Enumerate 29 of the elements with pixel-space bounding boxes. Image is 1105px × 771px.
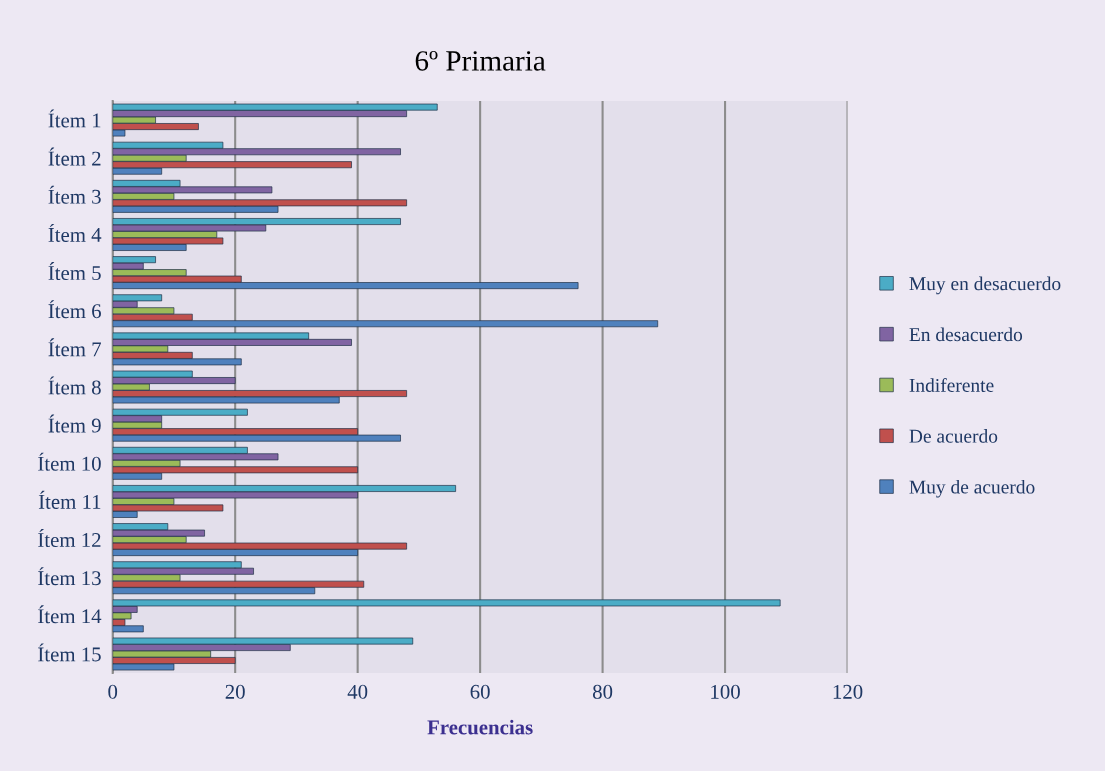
- x-tick-label: 40: [347, 684, 368, 699]
- x-tick-label: 20: [225, 684, 245, 699]
- y-tick-label: Ítem 15: [38, 643, 101, 662]
- chart-title: 6º Primaria: [415, 51, 546, 71]
- y-tick-label: Ítem 6: [48, 300, 101, 319]
- legend-label: De acuerdo: [909, 429, 998, 443]
- y-tick-label: Ítem 5: [48, 262, 101, 281]
- y-tick-label: Ítem 12: [38, 529, 101, 548]
- x-tick-label: 120: [833, 684, 863, 699]
- x-tick-label: 0: [108, 684, 118, 699]
- y-tick-label: Ítem 1: [48, 109, 101, 128]
- y-tick-label: Ítem 2: [48, 147, 101, 166]
- y-tick-label: Ítem 3: [48, 185, 101, 204]
- x-tick-label: 60: [470, 684, 490, 699]
- legend-label: En desacuerdo: [909, 327, 1023, 342]
- y-tick-label: Ítem 8: [48, 376, 101, 395]
- y-tick-label: Ítem 13: [38, 567, 101, 586]
- legend-label: Muy de acuerdo: [909, 479, 1035, 498]
- y-tick-label: Ítem 4: [48, 223, 102, 242]
- y-tick-label: Ítem 14: [38, 605, 102, 624]
- x-tick-label: 80: [592, 684, 613, 699]
- y-tick-label: Ítem 9: [48, 414, 101, 433]
- legend-label: Indiferente: [909, 378, 994, 392]
- x-tick-label: 100: [711, 684, 740, 699]
- y-tick-label: Ítem 7: [48, 338, 101, 357]
- legend-label: Muy en desacuerdo: [909, 276, 1061, 295]
- x-axis-title: Frecuencias: [427, 719, 533, 735]
- y-tick-label: Ítem 11: [38, 490, 101, 509]
- y-tick-label: Ítem 10: [38, 452, 101, 471]
